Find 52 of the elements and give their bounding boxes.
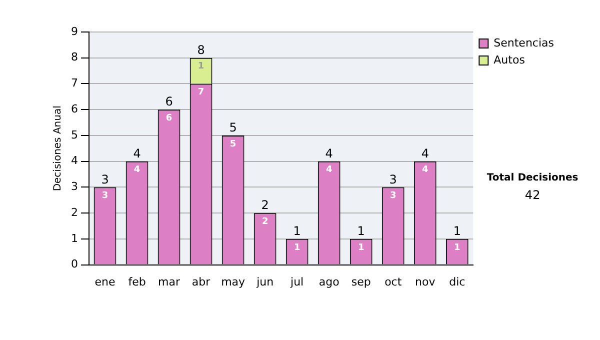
legend-label: Autos bbox=[494, 53, 526, 66]
total-label: 1 bbox=[293, 224, 301, 238]
x-tick-label: jun bbox=[256, 275, 274, 288]
data-label: 4 bbox=[134, 165, 140, 176]
y-tick-label: 2 bbox=[71, 206, 78, 219]
y-tick-label: 0 bbox=[71, 258, 78, 271]
x-tick-label: may bbox=[221, 275, 246, 288]
y-tick-label: 5 bbox=[71, 128, 78, 142]
total-label: 3 bbox=[389, 172, 397, 186]
data-label: 7 bbox=[198, 88, 204, 98]
y-tick-label: 3 bbox=[71, 180, 78, 194]
data-label: 1 bbox=[358, 242, 364, 253]
total-label: 4 bbox=[325, 146, 333, 160]
y-tick-label: 8 bbox=[71, 50, 78, 64]
x-tick-label: dic bbox=[449, 275, 466, 288]
text: Total Decisiones bbox=[486, 172, 578, 184]
x-tick-label: ago bbox=[318, 275, 340, 288]
data-label: 1 bbox=[454, 242, 460, 253]
total-label: 6 bbox=[165, 94, 173, 109]
y-tick-label: 6 bbox=[71, 102, 78, 116]
y-tick-label: 1 bbox=[71, 232, 78, 245]
x-tick-label: jul bbox=[290, 275, 304, 288]
total-label: 3 bbox=[101, 172, 109, 186]
x-tick-label: ene bbox=[94, 275, 116, 288]
x-tick-label: oct bbox=[384, 275, 402, 288]
total-label: 8 bbox=[197, 42, 205, 57]
x-tick-label: mar bbox=[158, 275, 180, 288]
y-tick-label: 4 bbox=[71, 154, 78, 168]
data-label: 1 bbox=[294, 242, 300, 253]
data-label: 2 bbox=[262, 216, 268, 227]
x-tick-label: nov bbox=[415, 275, 436, 288]
data-label: 3 bbox=[390, 191, 396, 202]
total-label: 1 bbox=[357, 224, 365, 238]
y-tick-label: 7 bbox=[71, 76, 78, 90]
data-label: 3 bbox=[102, 191, 108, 202]
data-label: 4 bbox=[422, 165, 428, 176]
y-axis-title: Decisiones Anual bbox=[52, 106, 64, 192]
x-tick-label: feb bbox=[128, 275, 146, 288]
total-label: 1 bbox=[453, 224, 461, 238]
total-label: 2 bbox=[261, 198, 269, 212]
y-tick-label: 9 bbox=[71, 24, 78, 38]
total-label: 4 bbox=[133, 146, 141, 160]
text: 42 bbox=[524, 188, 540, 202]
x-tick-label: sep bbox=[351, 275, 371, 288]
total-label: 5 bbox=[229, 120, 237, 135]
data-label: 1 bbox=[198, 62, 204, 72]
total-label: 4 bbox=[421, 146, 429, 160]
data-label: 4 bbox=[326, 165, 332, 176]
x-tick-label: abr bbox=[192, 275, 211, 288]
legend-label: Sentencias bbox=[494, 36, 554, 50]
data-label: 5 bbox=[230, 139, 236, 150]
data-label: 6 bbox=[166, 113, 172, 124]
